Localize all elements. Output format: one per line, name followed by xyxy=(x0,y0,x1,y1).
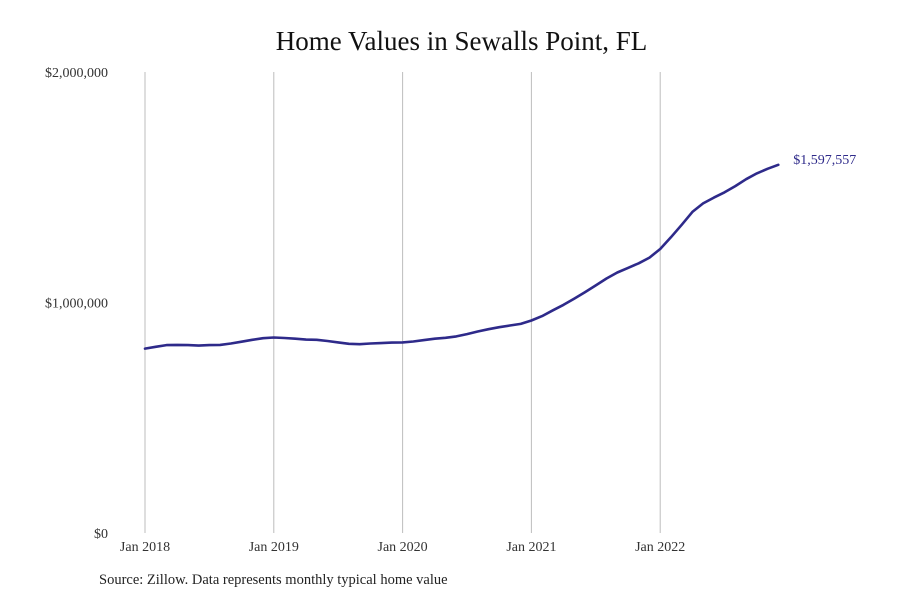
series-line xyxy=(143,163,780,350)
y-tick-labels: $0 $1,000,000 $2,000,000 xyxy=(45,66,108,542)
y-tick-label: $0 xyxy=(94,527,108,542)
x-tick-label: Jan 2021 xyxy=(506,540,556,555)
y-tick-label: $2,000,000 xyxy=(45,66,108,81)
x-tick-label: Jan 2019 xyxy=(249,540,299,555)
y-tick-label: $1,000,000 xyxy=(45,297,108,312)
x-tick-label: Jan 2022 xyxy=(635,540,685,555)
x-grid-lines xyxy=(144,72,661,533)
data-series xyxy=(143,163,780,350)
x-tick-label: Jan 2020 xyxy=(378,540,428,555)
chart-title: Home Values in Sewalls Point, FL xyxy=(275,26,648,56)
x-tick-labels: Jan 2018 Jan 2019 Jan 2020 Jan 2021 Jan 2022 xyxy=(120,540,685,555)
end-value-label: $1,597,557 xyxy=(793,153,856,168)
x-tick-label: Jan 2018 xyxy=(120,540,170,555)
source-note: Source: Zillow. Data represents monthly … xyxy=(99,572,448,588)
end-value-label: $1,597,557 xyxy=(793,153,856,168)
